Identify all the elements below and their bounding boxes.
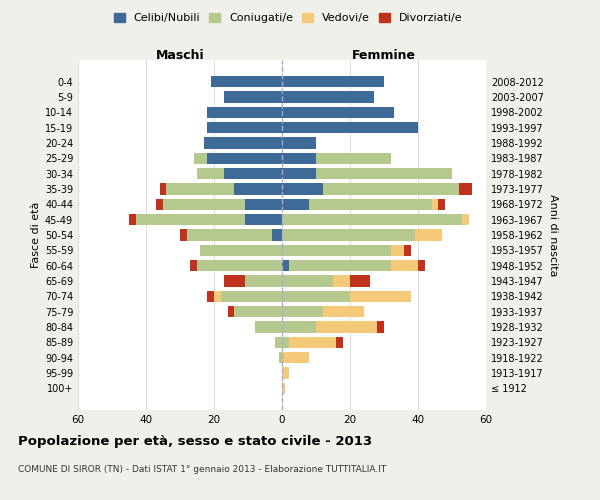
Legend: Celibi/Nubili, Coniugati/e, Vedovi/e, Divorziati/e: Celibi/Nubili, Coniugati/e, Vedovi/e, Di… [112, 10, 464, 26]
Bar [282, 382, 286, 394]
Bar [282, 368, 289, 379]
Bar [282, 244, 391, 256]
Text: Femmine: Femmine [352, 48, 416, 62]
Y-axis label: Anni di nascita: Anni di nascita [548, 194, 558, 276]
Bar [282, 76, 384, 88]
Bar [282, 290, 350, 302]
Bar [207, 122, 282, 134]
Bar [404, 244, 411, 256]
Bar [211, 76, 282, 88]
Bar [316, 152, 391, 164]
Bar [235, 306, 282, 318]
Bar [282, 183, 323, 194]
Bar [323, 183, 459, 194]
Bar [391, 244, 404, 256]
Bar [415, 229, 442, 241]
Bar [166, 183, 235, 194]
Bar [462, 214, 469, 226]
Bar [282, 322, 316, 333]
Y-axis label: Fasce di età: Fasce di età [31, 202, 41, 268]
Bar [282, 137, 316, 148]
Bar [245, 198, 282, 210]
Bar [255, 322, 282, 333]
Bar [431, 198, 439, 210]
Text: Maschi: Maschi [155, 48, 205, 62]
Bar [227, 306, 235, 318]
Bar [282, 106, 394, 118]
Bar [282, 260, 289, 272]
Bar [194, 152, 207, 164]
Bar [391, 260, 418, 272]
Bar [282, 152, 316, 164]
Bar [197, 260, 282, 272]
Bar [200, 244, 282, 256]
Bar [187, 229, 272, 241]
Bar [207, 290, 214, 302]
Bar [245, 276, 282, 287]
Bar [282, 214, 462, 226]
Bar [275, 336, 282, 348]
Bar [224, 276, 245, 287]
Bar [224, 91, 282, 102]
Bar [129, 214, 136, 226]
Text: COMUNE DI SIROR (TN) - Dati ISTAT 1° gennaio 2013 - Elaborazione TUTTITALIA.IT: COMUNE DI SIROR (TN) - Dati ISTAT 1° gen… [18, 465, 386, 474]
Bar [418, 260, 425, 272]
Bar [377, 322, 384, 333]
Bar [282, 122, 418, 134]
Bar [333, 276, 350, 287]
Bar [156, 198, 163, 210]
Bar [282, 276, 333, 287]
Bar [207, 152, 282, 164]
Bar [282, 336, 289, 348]
Bar [323, 306, 364, 318]
Bar [214, 290, 221, 302]
Bar [197, 168, 224, 179]
Bar [180, 229, 187, 241]
Text: Popolazione per età, sesso e stato civile - 2013: Popolazione per età, sesso e stato civil… [18, 435, 372, 448]
Bar [278, 352, 282, 364]
Bar [224, 168, 282, 179]
Bar [272, 229, 282, 241]
Bar [136, 214, 245, 226]
Bar [289, 336, 337, 348]
Bar [245, 214, 282, 226]
Bar [163, 198, 245, 210]
Bar [316, 168, 452, 179]
Bar [459, 183, 472, 194]
Bar [337, 336, 343, 348]
Bar [439, 198, 445, 210]
Bar [289, 260, 391, 272]
Bar [160, 183, 166, 194]
Bar [309, 198, 431, 210]
Bar [282, 198, 309, 210]
Bar [350, 276, 370, 287]
Bar [282, 352, 309, 364]
Bar [235, 183, 282, 194]
Bar [350, 290, 411, 302]
Bar [207, 106, 282, 118]
Bar [316, 322, 377, 333]
Bar [282, 168, 316, 179]
Bar [221, 290, 282, 302]
Bar [282, 306, 323, 318]
Bar [282, 229, 415, 241]
Bar [190, 260, 197, 272]
Bar [204, 137, 282, 148]
Bar [282, 91, 374, 102]
